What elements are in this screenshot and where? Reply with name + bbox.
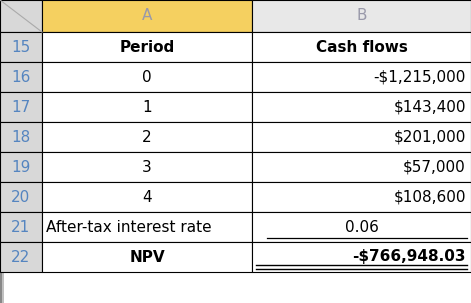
Text: $57,000: $57,000 <box>403 159 466 175</box>
Bar <box>0 212 42 242</box>
Text: 3: 3 <box>142 159 152 175</box>
Bar <box>42 92 252 122</box>
Bar <box>0 0 4 303</box>
Text: 1: 1 <box>142 99 152 115</box>
Text: 21: 21 <box>11 219 31 235</box>
Bar <box>42 152 252 182</box>
Bar <box>0 32 42 62</box>
Bar <box>0 182 42 212</box>
Bar <box>0 62 42 92</box>
Bar <box>252 92 471 122</box>
Bar <box>42 242 252 272</box>
Text: After-tax interest rate: After-tax interest rate <box>46 219 211 235</box>
Bar <box>42 182 252 212</box>
Bar <box>0 242 42 272</box>
Bar <box>42 122 252 152</box>
Bar <box>42 62 252 92</box>
Text: 19: 19 <box>11 159 31 175</box>
Bar <box>252 32 471 62</box>
Text: -$766,948.03: -$766,948.03 <box>352 249 466 265</box>
Bar <box>0 122 42 152</box>
Bar <box>0 0 42 32</box>
Bar <box>252 152 471 182</box>
Text: 16: 16 <box>11 69 31 85</box>
Text: NPV: NPV <box>129 249 165 265</box>
Text: $201,000: $201,000 <box>394 129 466 145</box>
Bar <box>42 212 252 242</box>
Bar <box>252 0 471 32</box>
Bar <box>42 0 252 32</box>
Text: $108,600: $108,600 <box>393 189 466 205</box>
Bar <box>0 152 42 182</box>
Bar <box>252 182 471 212</box>
Bar <box>42 32 252 62</box>
Text: Cash flows: Cash flows <box>316 39 407 55</box>
Text: 2: 2 <box>142 129 152 145</box>
Bar <box>252 212 471 242</box>
Bar <box>0 92 42 122</box>
Text: Period: Period <box>119 39 175 55</box>
Text: B: B <box>356 8 367 24</box>
Text: 4: 4 <box>142 189 152 205</box>
Text: $143,400: $143,400 <box>393 99 466 115</box>
Bar <box>252 62 471 92</box>
Text: 15: 15 <box>11 39 31 55</box>
Text: 22: 22 <box>11 249 31 265</box>
Text: 0.06: 0.06 <box>345 219 378 235</box>
Bar <box>252 122 471 152</box>
Text: 20: 20 <box>11 189 31 205</box>
Text: 17: 17 <box>11 99 31 115</box>
Bar <box>0 0 2 303</box>
Text: 18: 18 <box>11 129 31 145</box>
Text: 0: 0 <box>142 69 152 85</box>
Bar <box>252 242 471 272</box>
Text: A: A <box>142 8 152 24</box>
Text: -$1,215,000: -$1,215,000 <box>374 69 466 85</box>
